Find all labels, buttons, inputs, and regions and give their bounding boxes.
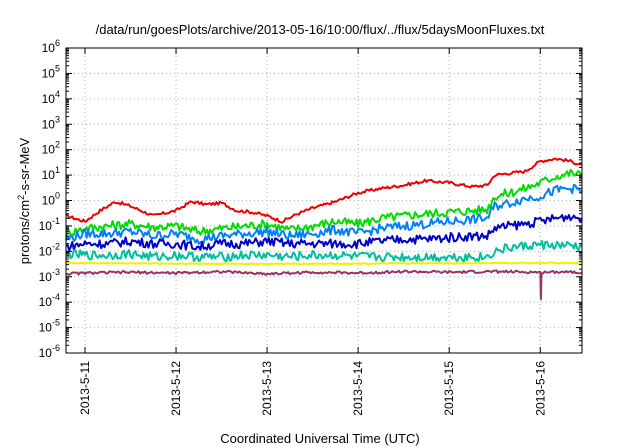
y-tick-base: 10	[39, 321, 53, 335]
series-line	[65, 269, 583, 301]
y-tick-base: 10	[42, 92, 56, 106]
y-tick-exponent: -4	[52, 292, 60, 302]
y-tick-exponent: 5	[55, 63, 60, 73]
y-label-suffix: -s-sr-MeV	[17, 137, 33, 195]
grid	[66, 48, 582, 353]
x-tick-label: 2013-5-13	[260, 361, 274, 416]
y-tick-base: 10	[42, 41, 56, 55]
y-tick-exponent: 1	[55, 165, 60, 175]
x-axis-ticks: 2013-5-11 2013-5-12 2013-5-13 2013-5-14 2013…	[78, 48, 547, 416]
y-tick-base: 10	[39, 244, 53, 258]
y-tick-base: 10	[39, 219, 53, 233]
x-tick-label: 2013-5-12	[169, 361, 183, 416]
x-tick-label: 2013-5-15	[442, 361, 456, 416]
x-tick-label: 2013-5-14	[351, 361, 365, 416]
series-line	[65, 240, 583, 263]
y-tick-label: 104	[42, 89, 60, 106]
x-axis-label: Coordinated Universal Time (UTC)	[220, 431, 420, 446]
y-tick-exponent: 6	[55, 38, 60, 48]
y-tick-label: 10-4	[39, 292, 60, 309]
y-tick-base: 10	[42, 143, 56, 157]
series-layer	[65, 157, 583, 301]
y-axis-ticks: 10610510410310210110010-110-210-310-410-…	[39, 38, 582, 360]
series-line	[65, 168, 583, 238]
y-label-prefix: protons/cm	[17, 199, 33, 265]
series-line	[65, 214, 583, 252]
y-tick-label: 10-5	[39, 318, 60, 335]
series-line	[65, 157, 583, 224]
plot-frame	[65, 47, 583, 354]
y-tick-exponent: 4	[55, 89, 60, 99]
y-tick-exponent: 0	[55, 191, 60, 201]
y-tick-exponent: 3	[55, 114, 60, 124]
x-tick-label: 2013-5-11	[78, 361, 92, 415]
y-tick-label: 103	[42, 114, 60, 131]
y-tick-base: 10	[42, 168, 56, 182]
chart-title: /data/run/goesPlots/archive/2013-05-16/1…	[95, 22, 545, 37]
series-line	[65, 261, 583, 266]
y-tick-base: 10	[42, 66, 56, 80]
y-tick-label: 10-2	[39, 241, 60, 258]
y-label-sup: 2	[15, 194, 26, 200]
y-tick-exponent: 2	[55, 140, 60, 150]
y-tick-exponent: -1	[52, 216, 60, 226]
y-tick-base: 10	[39, 346, 53, 360]
y-tick-label: 105	[42, 63, 60, 80]
y-tick-label: 100	[42, 191, 60, 208]
y-tick-exponent: -2	[52, 241, 60, 251]
y-axis-label: protons/cm2-s-sr-MeV	[16, 138, 32, 264]
y-tick-label: 10-3	[39, 267, 60, 284]
y-tick-label: 10-6	[39, 343, 60, 360]
y-tick-label: 102	[42, 140, 60, 157]
y-tick-label: 101	[42, 165, 60, 182]
y-tick-base: 10	[39, 295, 53, 309]
y-tick-base: 10	[42, 194, 56, 208]
x-tick-label: 2013-5-16	[533, 361, 547, 416]
y-tick-exponent: -5	[52, 318, 60, 328]
y-tick-base: 10	[42, 117, 56, 131]
y-tick-label: 10-1	[39, 216, 60, 233]
y-tick-exponent: -6	[52, 343, 60, 353]
y-tick-base: 10	[39, 270, 53, 284]
y-tick-exponent: -3	[52, 267, 60, 277]
y-tick-label: 106	[42, 38, 60, 55]
series-line	[65, 183, 583, 245]
